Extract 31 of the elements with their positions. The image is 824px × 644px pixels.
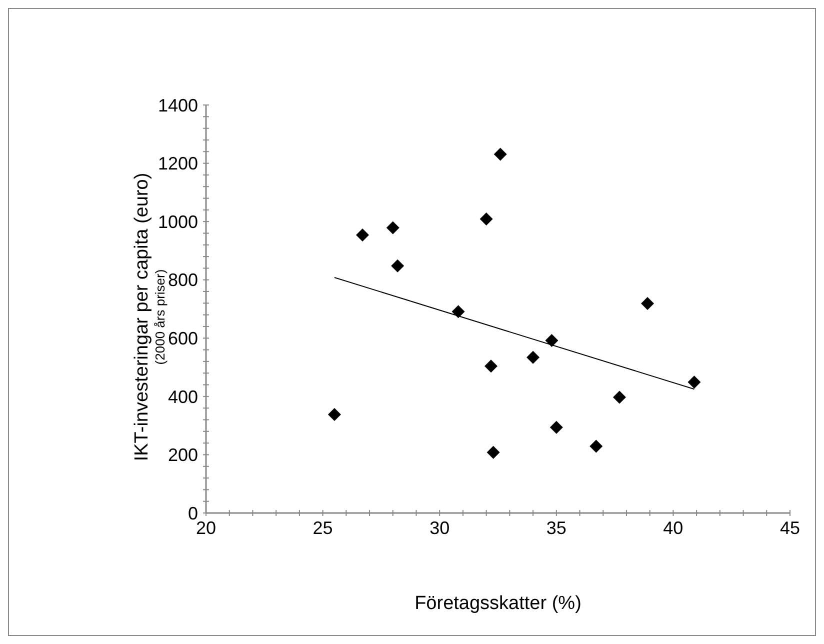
point bbox=[356, 228, 370, 242]
y-tick-label: 400 bbox=[168, 386, 198, 407]
point bbox=[480, 212, 493, 226]
x-tick-label: 25 bbox=[312, 518, 333, 538]
point bbox=[386, 221, 400, 234]
point bbox=[486, 446, 500, 459]
point bbox=[590, 440, 603, 453]
point bbox=[526, 350, 540, 364]
x-tick-label: 40 bbox=[663, 518, 684, 538]
point bbox=[452, 305, 465, 318]
y-tick-label: 1000 bbox=[158, 212, 198, 232]
point bbox=[328, 408, 341, 421]
x-tick-label: 45 bbox=[780, 518, 800, 538]
point bbox=[545, 334, 558, 347]
point bbox=[550, 420, 563, 434]
y-tick-label: 0 bbox=[188, 503, 198, 524]
x-axis-title: Företagsskatter (%) bbox=[414, 593, 582, 615]
x-tick-label: 30 bbox=[430, 518, 450, 538]
point bbox=[612, 390, 626, 404]
point bbox=[391, 259, 404, 272]
x-tick-label: 20 bbox=[196, 518, 216, 538]
point bbox=[641, 296, 654, 310]
y-tick-label: 1400 bbox=[158, 95, 198, 116]
y-tick-label: 800 bbox=[168, 270, 198, 290]
point bbox=[484, 360, 498, 373]
x-tick-label: 35 bbox=[546, 518, 566, 538]
y-tick-label: 600 bbox=[168, 328, 198, 349]
y-tick-label: 200 bbox=[168, 445, 198, 466]
y-tick-label: 1200 bbox=[158, 154, 198, 174]
point bbox=[494, 148, 507, 161]
point bbox=[688, 376, 701, 389]
